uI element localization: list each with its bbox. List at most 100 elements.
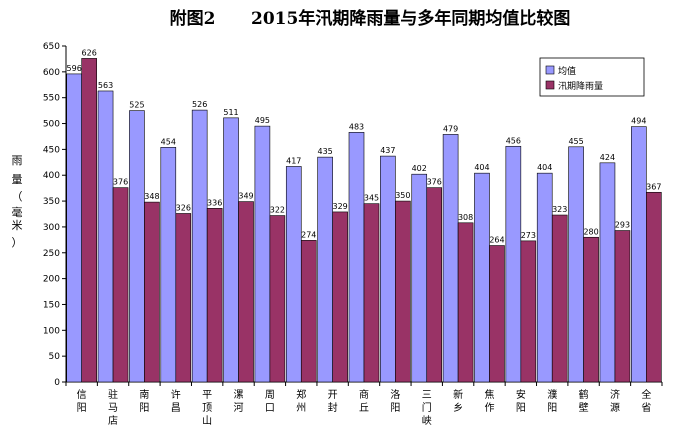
data-label-average: 437 — [380, 146, 395, 155]
bar-rainfall — [363, 203, 380, 383]
category-label: 峡 — [422, 414, 432, 427]
bar-average — [442, 134, 459, 383]
category-label: 省 — [641, 401, 651, 414]
y-tick-label: 150 — [43, 300, 60, 310]
bar-average — [97, 90, 114, 383]
bar-average — [66, 73, 82, 383]
bar-rainfall — [583, 236, 599, 383]
data-label-rainfall: 349 — [238, 192, 253, 201]
bar-average — [223, 117, 239, 383]
bar-rainfall — [614, 230, 631, 383]
data-label-average: 563 — [98, 81, 113, 90]
bar-average — [568, 146, 584, 383]
legend-box — [539, 57, 645, 97]
legend-label: 均值 — [558, 65, 576, 77]
y-tick-label: 500 — [43, 120, 60, 130]
data-label-rainfall: 367 — [646, 182, 661, 191]
category-label: 鹤 — [579, 388, 589, 401]
y-tick-label: 400 — [43, 171, 60, 181]
category-label: 漯 — [234, 389, 244, 401]
category-label: 商 — [359, 388, 369, 401]
y-tick-label: 200 — [43, 275, 60, 285]
category-label: 阳 — [139, 402, 149, 414]
category-label: 门 — [422, 401, 432, 414]
data-label-average: 526 — [192, 100, 207, 109]
bar-rainfall — [300, 240, 317, 383]
data-label-rainfall: 348 — [144, 192, 159, 201]
bar-average — [474, 172, 490, 383]
bar-rainfall — [112, 187, 129, 383]
data-label-average: 525 — [129, 101, 144, 110]
bar-rainfall — [144, 201, 160, 383]
y-tick-label: 100 — [43, 326, 60, 336]
y-tick-label: 50 — [49, 352, 61, 362]
bar-average — [191, 109, 208, 383]
category-label: 许 — [171, 389, 181, 401]
data-label-rainfall: 264 — [489, 236, 504, 245]
category-label: 阳 — [390, 402, 400, 414]
bar-rainfall — [395, 200, 411, 383]
bar-average — [160, 147, 177, 383]
bar-rainfall — [332, 211, 348, 383]
category-label: 南 — [139, 388, 149, 401]
bar-rainfall — [175, 213, 192, 383]
category-label: 封 — [328, 401, 338, 414]
data-label-average: 495 — [255, 116, 270, 125]
bar-average — [599, 162, 616, 383]
category-label: 济 — [610, 388, 620, 401]
bar-average — [254, 125, 271, 383]
bar-rainfall — [426, 187, 443, 383]
category-label: 阳 — [547, 402, 557, 414]
category-label: 乡 — [453, 402, 463, 414]
category-label: 安 — [516, 388, 526, 401]
data-label-rainfall: 273 — [521, 231, 536, 240]
data-label-rainfall: 376 — [427, 178, 442, 187]
bar-rainfall — [551, 214, 568, 383]
category-label: 店 — [108, 414, 118, 427]
y-tick-label: 550 — [43, 94, 60, 104]
category-label: 郑 — [296, 388, 306, 401]
bar-rainfall — [206, 208, 223, 383]
y-tick-label: 600 — [43, 68, 60, 78]
y-tick-label: 450 — [43, 145, 60, 155]
category-label: 驻 — [108, 388, 118, 401]
category-label: 周 — [265, 389, 275, 401]
y-axis-label-char: 雨 — [12, 154, 23, 167]
category-label: 山 — [202, 415, 212, 427]
bar-average — [505, 145, 522, 383]
category-label: 丘 — [359, 402, 369, 414]
bar-average — [129, 110, 145, 383]
bar-rainfall — [646, 191, 662, 383]
category-label: 壁 — [579, 401, 589, 414]
category-label: 开 — [328, 390, 338, 401]
category-label: 阳 — [516, 402, 526, 414]
y-tick-label: 250 — [43, 249, 60, 259]
bar-average — [285, 166, 302, 383]
data-label-rainfall: 345 — [364, 194, 379, 203]
category-label: 州 — [296, 402, 306, 414]
category-label: 昌 — [171, 402, 181, 414]
chart-title: 附图2 2015年汛期降雨量与多年同期均值比较图 — [170, 8, 571, 29]
category-label: 三 — [422, 390, 432, 401]
y-tick-label: 650 — [43, 42, 60, 52]
y-axis-label-char: ） — [12, 236, 23, 249]
category-label: 濮 — [547, 388, 557, 401]
legend-swatch — [545, 65, 555, 75]
category-label: 全 — [641, 388, 651, 401]
bar-rainfall — [489, 245, 505, 383]
category-label: 焦 — [484, 388, 494, 401]
y-axis-label-char: 量 — [12, 173, 23, 186]
category-label: 源 — [610, 401, 620, 414]
bar-average — [411, 173, 428, 383]
data-label-average: 402 — [412, 164, 427, 173]
data-label-average: 596 — [67, 64, 82, 73]
data-label-average: 435 — [317, 147, 332, 156]
bar-rainfall — [269, 215, 286, 383]
data-label-average: 455 — [568, 137, 583, 146]
bars — [66, 58, 662, 383]
bar-average — [536, 172, 553, 383]
data-label-rainfall: 626 — [82, 48, 97, 57]
data-label-average: 456 — [506, 136, 521, 145]
y-tick-label: 0 — [54, 378, 60, 388]
legend-label: 汛期降雨量 — [558, 80, 603, 92]
